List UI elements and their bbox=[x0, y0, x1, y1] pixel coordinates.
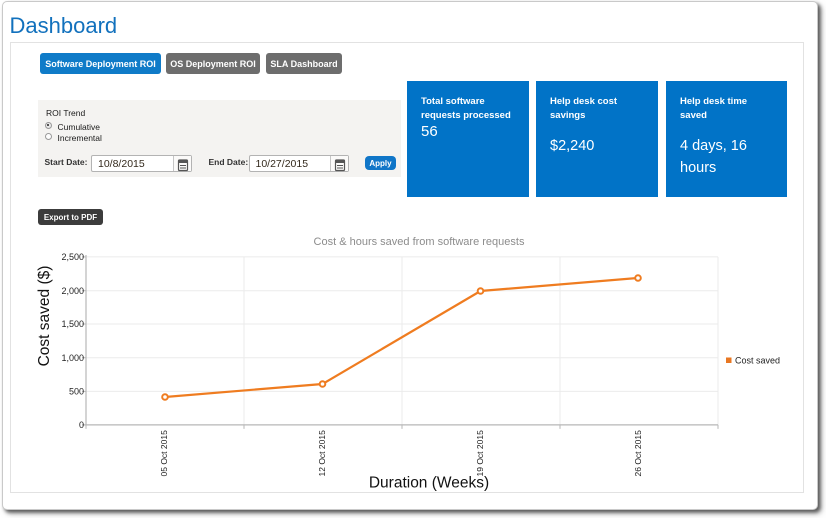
svg-text:2,000: 2,000 bbox=[61, 286, 84, 296]
svg-text:Cost saved: Cost saved bbox=[735, 356, 780, 366]
svg-text:05 Oct 2015: 05 Oct 2015 bbox=[159, 430, 169, 477]
svg-text:Duration (Weeks): Duration (Weeks) bbox=[369, 475, 489, 492]
svg-text:19 Oct 2015: 19 Oct 2015 bbox=[475, 430, 485, 477]
svg-text:Cost saved ($): Cost saved ($) bbox=[36, 266, 53, 367]
svg-text:26 Oct 2015: 26 Oct 2015 bbox=[633, 430, 643, 477]
svg-text:1,000: 1,000 bbox=[61, 353, 84, 363]
svg-text:12 Oct 2015: 12 Oct 2015 bbox=[317, 430, 327, 477]
svg-text:0: 0 bbox=[79, 420, 84, 430]
svg-text:1,500: 1,500 bbox=[61, 319, 84, 329]
svg-text:500: 500 bbox=[69, 387, 84, 397]
svg-text:2,500: 2,500 bbox=[61, 252, 84, 262]
